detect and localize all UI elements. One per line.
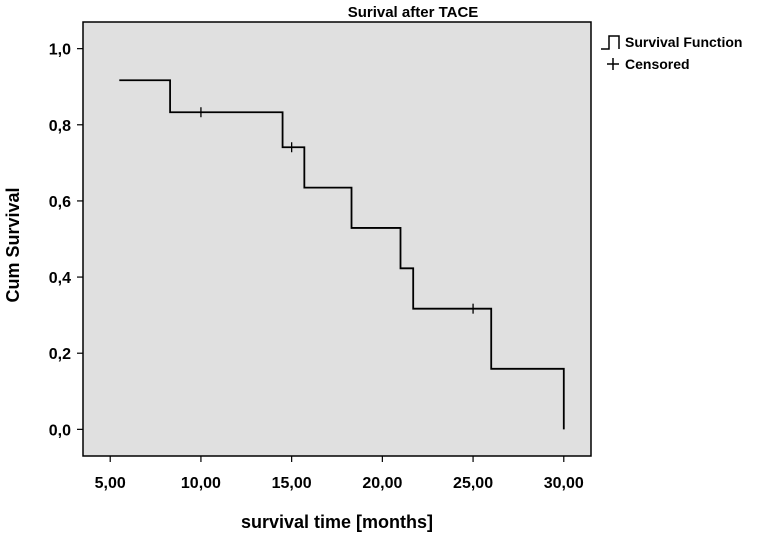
y-tick-label: 0,4: [49, 270, 71, 287]
censored-marker: [286, 142, 297, 153]
legend: Survival Function Censored: [601, 34, 742, 72]
x-tick-label: 20,00: [362, 475, 402, 492]
y-tick-label: 1,0: [49, 42, 71, 59]
plot-area: [82, 21, 592, 457]
x-axis-ticks: 5,00 10,00 15,00 20,00 25,00 30,00: [95, 456, 584, 492]
censored-marker: [468, 303, 479, 314]
x-tick-label: 15,00: [272, 475, 312, 492]
legend-step-icon: [601, 35, 620, 50]
x-axis-label: survival time [months]: [241, 512, 433, 532]
y-axis-label: Cum Survival: [3, 187, 23, 302]
y-tick-label: 0,8: [49, 118, 71, 135]
survival-function-line: [119, 79, 565, 430]
legend-label-survival-function: Survival Function: [625, 34, 742, 50]
censored-marker: [195, 107, 206, 118]
x-tick-label: 25,00: [453, 475, 493, 492]
y-tick-label: 0,2: [49, 346, 71, 363]
chart-title: Surival after TACE: [348, 4, 479, 21]
y-axis-ticks: 0,0 0,2 0,4 0,6 0,8 1,0: [49, 42, 83, 439]
series-layer: [119, 79, 565, 430]
x-tick-label: 30,00: [544, 475, 584, 492]
x-tick-label: 10,00: [181, 475, 221, 492]
y-tick-label: 0,0: [49, 422, 71, 439]
legend-label-censored: Censored: [625, 56, 690, 72]
y-tick-label: 0,6: [49, 194, 71, 211]
x-tick-label: 5,00: [95, 475, 126, 492]
legend-plus-icon: [607, 58, 619, 70]
